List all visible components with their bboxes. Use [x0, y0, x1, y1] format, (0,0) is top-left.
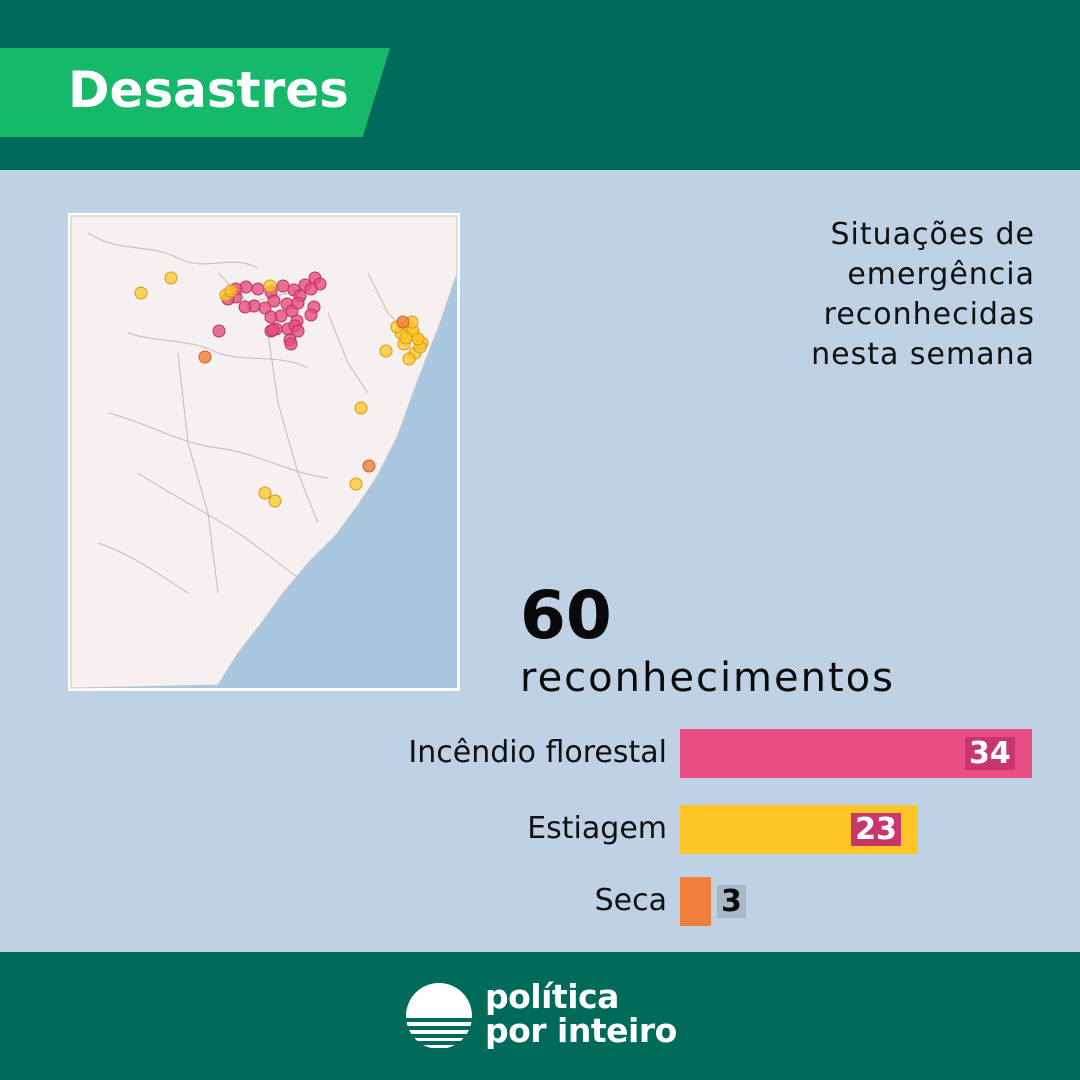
subtitle-line: reconhecidas: [823, 297, 1035, 332]
category-tag: [0, 48, 390, 137]
subtitle-line: nesta semana: [811, 337, 1035, 372]
brand-line: por inteiro: [485, 1011, 677, 1050]
bar-value-label: 23: [851, 813, 901, 846]
total-count: 60: [520, 577, 612, 654]
subtitle-line: emergência: [847, 257, 1035, 292]
total-count-label: reconhecimentos: [520, 655, 895, 701]
bar-value-label: 3: [717, 885, 746, 918]
brand-logo-icon: [405, 982, 473, 1050]
brand-line: política: [485, 977, 619, 1016]
brazil-map: [68, 213, 460, 691]
bar-category-label: Estiagem: [527, 811, 667, 846]
footer-bar: [0, 952, 1080, 1080]
brand-name: política por inteiro: [485, 980, 677, 1048]
bar-value-label: 34: [965, 737, 1015, 770]
bar-category-label: Seca: [594, 883, 667, 918]
bar-category-label: Incêndio florestal: [408, 735, 667, 770]
category-tag-label: Desastres: [68, 61, 349, 119]
map-markers: [134, 271, 429, 508]
subtitle-line: Situações de: [830, 217, 1035, 252]
bar: [680, 877, 712, 926]
chart-subtitle: Situações de emergência reconhecidas nes…: [675, 215, 1035, 375]
